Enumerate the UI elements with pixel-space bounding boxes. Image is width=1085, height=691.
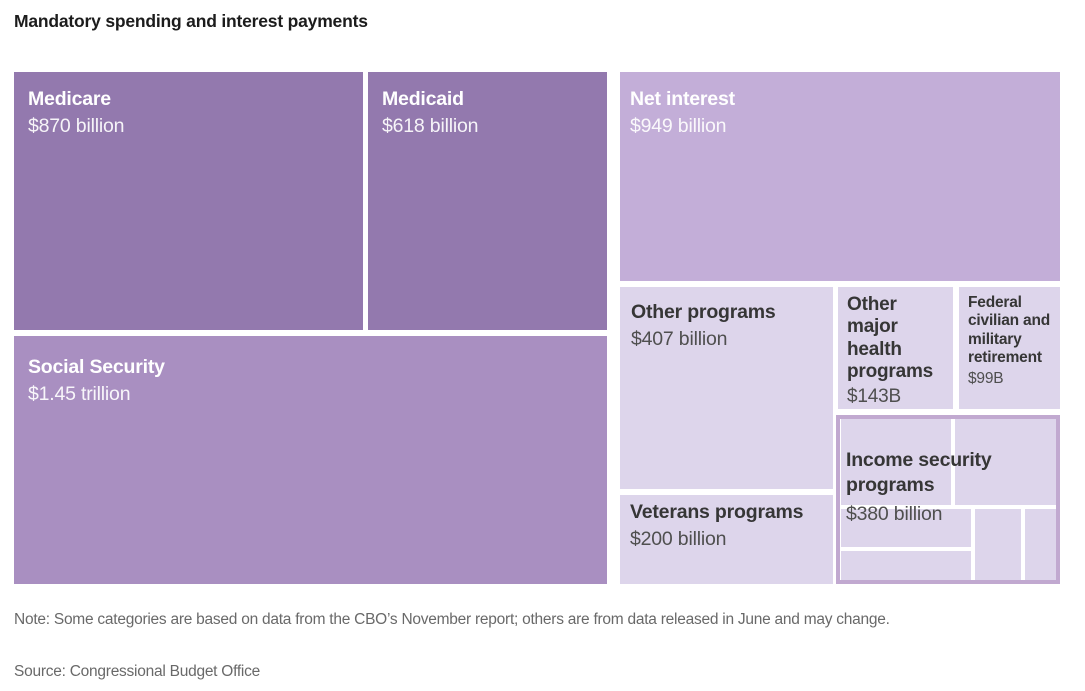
income-security-sub-rect [975, 509, 1021, 580]
cell-value: $618 billion [382, 115, 479, 138]
chart-title: Mandatory spending and interest payments [14, 11, 368, 31]
income-security-sub-rect [955, 419, 1056, 505]
cell-value: $200 billion [630, 528, 727, 551]
cell-value: $380 billion [846, 502, 943, 525]
cell-label: Income security programs [846, 449, 992, 496]
cell-value: $407 billion [631, 328, 728, 351]
cell-label: Other major health programs [847, 294, 934, 383]
treemap-cell-medicaid: Medicaid $618 billion [368, 72, 607, 330]
treemap-cell-other-programs: Other programs $407 billion [620, 287, 833, 489]
cell-label: Medicare [28, 88, 111, 110]
cell-label: Other programs [631, 301, 776, 323]
cell-value: $1.45 trillion [28, 383, 131, 406]
cell-label: Veterans programs [630, 501, 804, 523]
chart-source: Source: Congressional Budget Office [14, 663, 261, 680]
cell-value: $949 billion [630, 115, 727, 138]
chart-note: Note: Some categories are based on data … [14, 611, 890, 628]
cell-label: Federal civilian and military retirement [968, 294, 1051, 366]
cell-label: Medicaid [382, 88, 464, 110]
cell-value: $99B [968, 370, 1004, 388]
treemap-cell-social-security: Social Security $1.45 trillion [14, 336, 607, 584]
cell-value: $143B [847, 385, 901, 407]
treemap-group-income-security-programs: Income security programs $380 billion [836, 415, 1060, 584]
income-security-sub-rect [841, 419, 951, 505]
income-security-label-overlay: Income security programs $380 billion [846, 448, 1041, 527]
treemap-cell-other-major-health-programs: Other major health programs $143B [838, 287, 953, 409]
treemap-cell-federal-civilian-military-retirement: Federal civilian and military retirement… [959, 287, 1060, 409]
income-security-sub-rect [841, 509, 971, 547]
treemap-cell-veterans-programs: Veterans programs $200 billion [620, 495, 833, 584]
income-security-sub-rect [841, 551, 971, 580]
income-security-sub-rect [1025, 509, 1056, 580]
cell-label: Net interest [630, 88, 735, 110]
treemap-cell-medicare: Medicare $870 billion [14, 72, 363, 330]
cell-label: Social Security [28, 356, 165, 378]
cell-value: $870 billion [28, 115, 125, 138]
treemap-cell-net-interest: Net interest $949 billion [620, 72, 1060, 281]
